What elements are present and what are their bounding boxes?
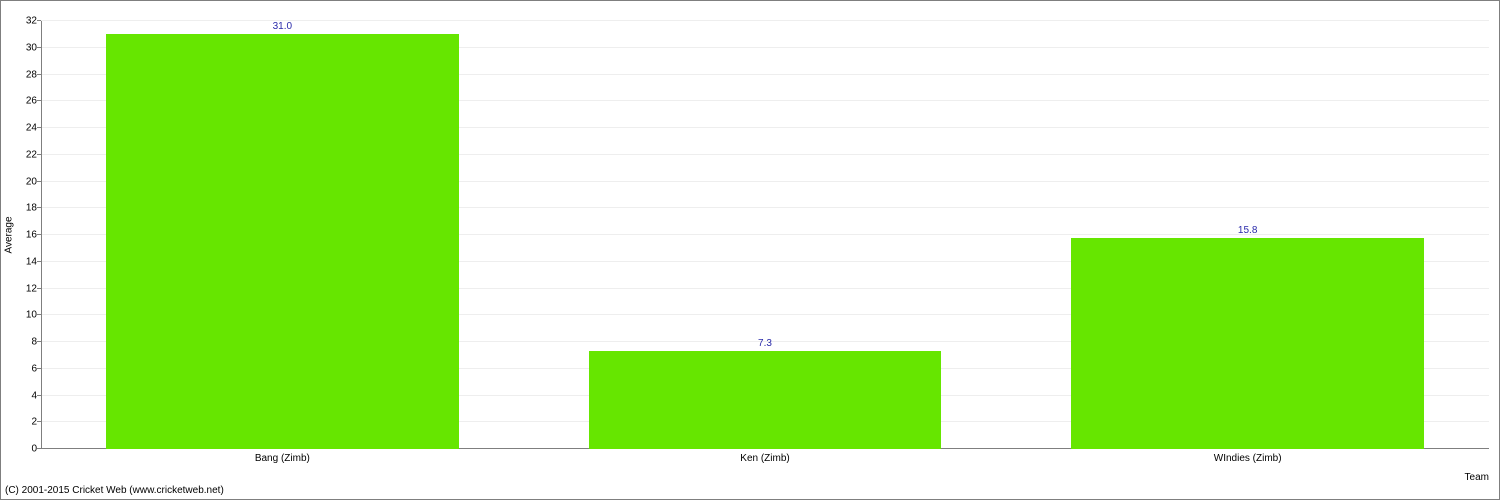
bar: 15.8: [1071, 238, 1423, 449]
y-tick-label: 0: [31, 444, 41, 455]
copyright-text: (C) 2001-2015 Cricket Web (www.cricketwe…: [5, 485, 224, 496]
x-tick-label: Ken (Zimb): [740, 449, 789, 464]
y-tick-label: 22: [26, 149, 41, 160]
y-tick-label: 14: [26, 256, 41, 267]
bar-value-label: 31.0: [273, 21, 292, 34]
y-tick-label: 30: [26, 42, 41, 53]
x-tick-label: Bang (Zimb): [255, 449, 310, 464]
gridline: [41, 20, 1489, 21]
bar-value-label: 15.8: [1238, 225, 1257, 238]
x-tick-label: WIndies (Zimb): [1214, 449, 1282, 464]
y-tick-label: 2: [31, 417, 41, 428]
y-tick-label: 32: [26, 16, 41, 27]
y-tick-label: 28: [26, 69, 41, 80]
bar-value-label: 7.3: [758, 338, 772, 351]
y-tick-label: 18: [26, 203, 41, 214]
plot-inner: Average Team 024681012141618202224262830…: [41, 21, 1489, 449]
bar: 31.0: [106, 34, 458, 449]
y-axis-title: Average: [4, 216, 15, 253]
bar: 7.3: [589, 351, 941, 449]
y-tick-label: 20: [26, 176, 41, 187]
plot-area: Average Team 024681012141618202224262830…: [41, 21, 1489, 449]
y-axis-line: [41, 21, 42, 449]
y-tick-label: 26: [26, 96, 41, 107]
chart-container: Average Team 024681012141618202224262830…: [0, 0, 1500, 500]
y-tick-label: 4: [31, 390, 41, 401]
y-tick-label: 24: [26, 123, 41, 134]
y-tick-label: 10: [26, 310, 41, 321]
y-tick-label: 8: [31, 337, 41, 348]
y-tick-label: 16: [26, 230, 41, 241]
x-axis-title: Team: [1465, 472, 1489, 483]
y-tick-label: 6: [31, 363, 41, 374]
y-tick-label: 12: [26, 283, 41, 294]
